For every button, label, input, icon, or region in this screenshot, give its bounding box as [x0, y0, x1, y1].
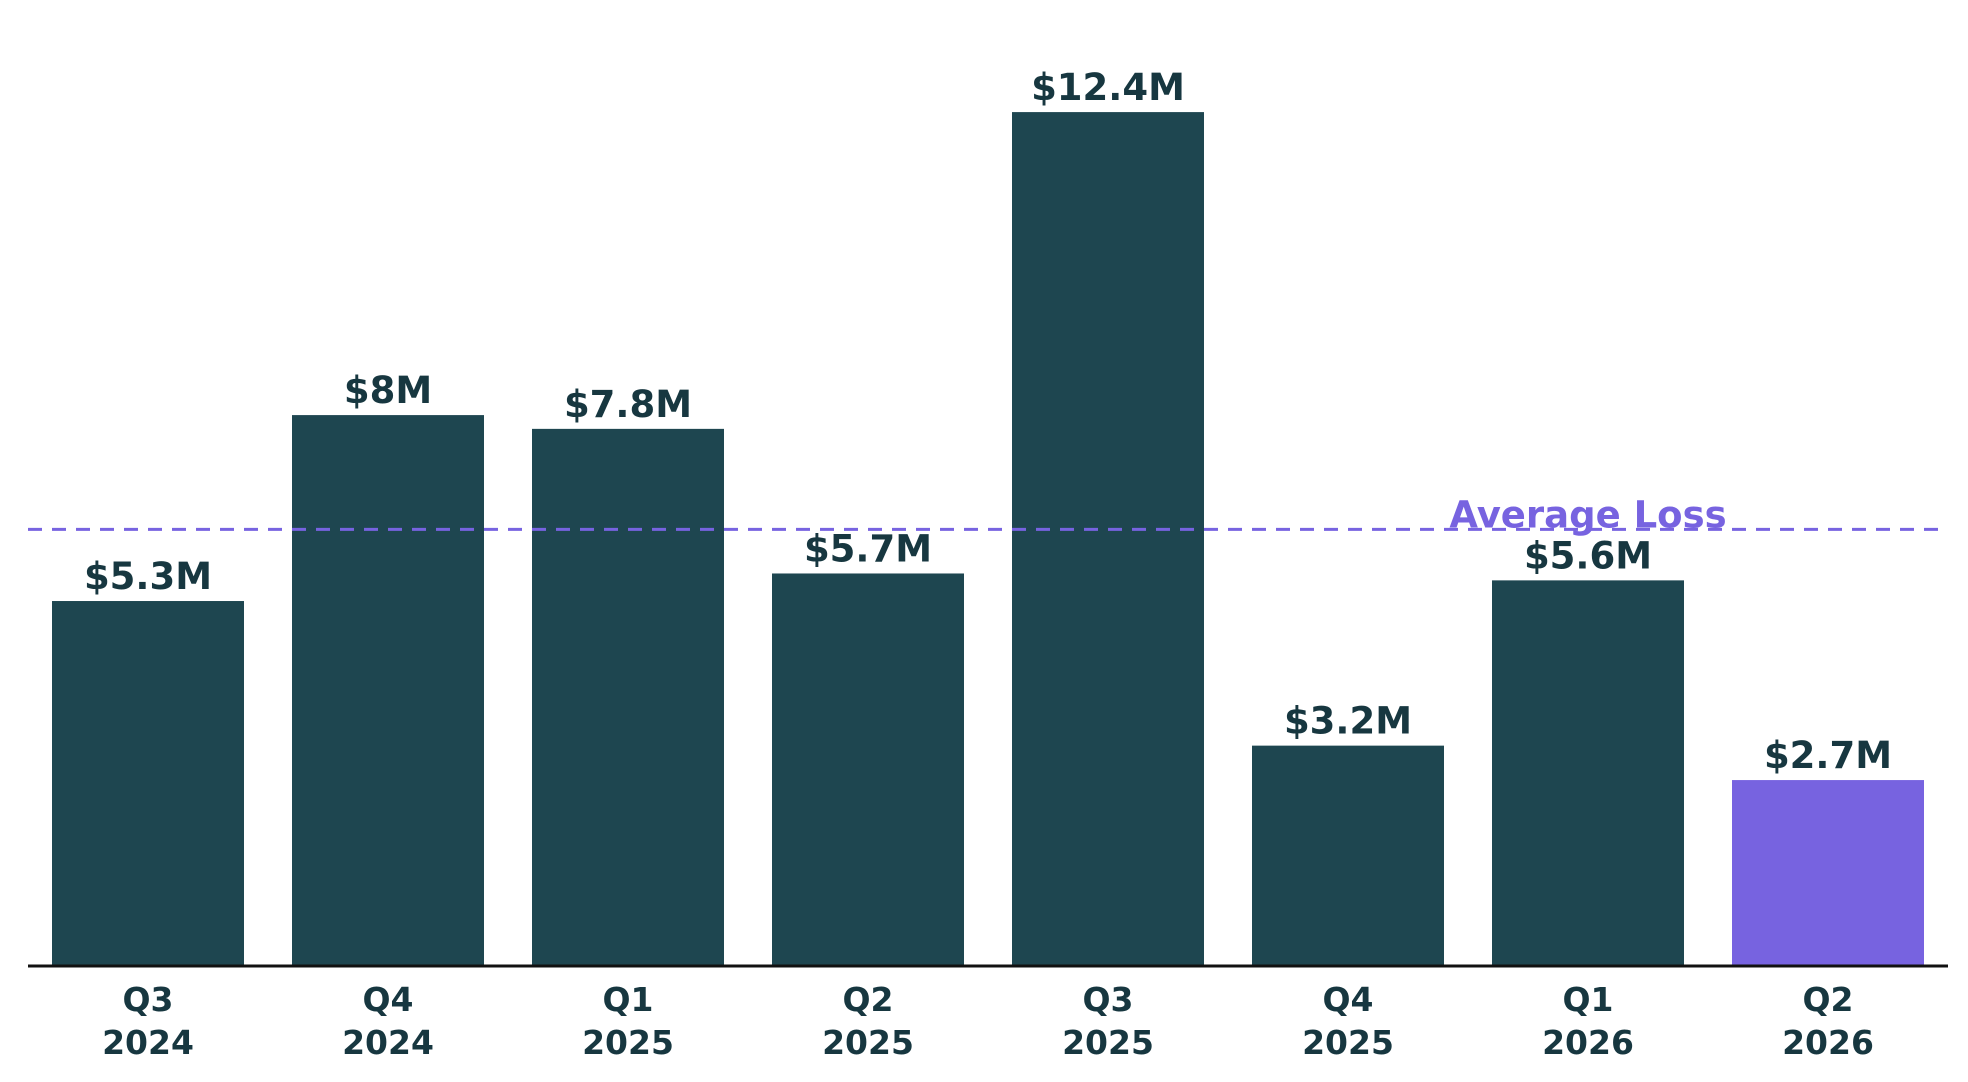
x-tick-label-year: 2025	[1062, 1023, 1154, 1062]
x-tick-label-quarter: Q2	[1802, 980, 1853, 1019]
x-tick-label-year: 2025	[1302, 1023, 1394, 1062]
x-tick-label-quarter: Q4	[1322, 980, 1373, 1019]
x-tick-label-year: 2025	[822, 1023, 914, 1062]
bar-data-label: $7.8M	[564, 383, 692, 426]
x-tick-label-quarter: Q2	[842, 980, 893, 1019]
x-tick-label-quarter: Q3	[122, 980, 173, 1019]
data-labels-layer: $5.3M $8M $7.8M $5.7M $12.4M $3.2M $5.6M $2.7M	[84, 66, 1892, 777]
bar	[292, 415, 484, 966]
x-tick-label-quarter: Q4	[362, 980, 413, 1019]
bar-data-label: $5.7M	[804, 527, 932, 570]
x-tick-label-year: 2024	[102, 1023, 194, 1062]
x-tick-label-year: 2024	[342, 1023, 434, 1062]
bar-data-label: $5.6M	[1524, 534, 1652, 577]
bar	[52, 601, 244, 966]
bar	[1252, 745, 1444, 966]
x-tick-label-quarter: Q1	[602, 980, 653, 1019]
x-tick-label-year: 2026	[1542, 1023, 1634, 1062]
x-tick-label-quarter: Q1	[1562, 980, 1613, 1019]
bar	[1732, 780, 1924, 966]
x-tick-label-year: 2026	[1782, 1023, 1874, 1062]
x-tick-label-year: 2025	[582, 1023, 674, 1062]
bar	[532, 428, 724, 966]
average-loss-label: Average Loss	[1449, 493, 1726, 536]
x-tick-label-quarter: Q3	[1082, 980, 1133, 1019]
bar-data-label: $3.2M	[1284, 700, 1412, 743]
bars-layer	[52, 112, 1924, 966]
bar-data-label: $12.4M	[1031, 66, 1185, 109]
bar	[772, 573, 964, 966]
bar-data-label: $5.3M	[84, 555, 212, 598]
x-axis-ticks-layer: Q3 2024 Q4 2024 Q1 2025 Q2 2025 Q3 2025 Q4 2025 Q1 20…	[102, 980, 1874, 1062]
bar-data-label: $2.7M	[1764, 734, 1892, 777]
bar	[1012, 112, 1204, 966]
bar-data-label: $8M	[344, 369, 432, 412]
bar	[1492, 580, 1684, 966]
